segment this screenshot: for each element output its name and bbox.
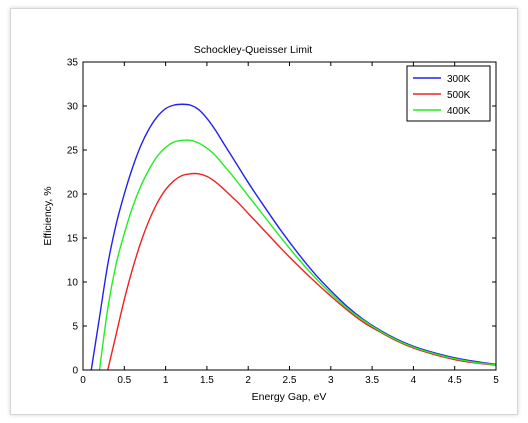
figure-window: Schockley-Queisser Limit 0 0.5 1 1.5 2 2.5 3 3.… — [10, 8, 518, 415]
y-axis-label: Efficiency, % — [42, 186, 54, 245]
x-tick-label: 5 — [493, 375, 499, 386]
y-tick-label: 5 — [72, 322, 78, 333]
y-tick-label: 35 — [67, 58, 79, 69]
legend: 300K 500K 400K — [406, 65, 491, 122]
x-tick-label: 0 — [80, 375, 86, 386]
x-tick-label: 1 — [163, 375, 169, 386]
legend-label: 300K — [447, 74, 471, 85]
chart-title: Schockley-Queisser Limit — [194, 44, 313, 56]
y-tick-label: 30 — [67, 102, 79, 113]
series-line-500K — [107, 172, 497, 371]
x-tick-label: 4.5 — [448, 375, 462, 386]
legend-label: 500K — [447, 90, 471, 101]
x-tick-label: 3.5 — [365, 375, 379, 386]
x-tick-label: 0.5 — [117, 375, 131, 386]
y-tick-label: 10 — [67, 278, 79, 289]
series-lines — [90, 103, 497, 371]
y-axis-ticks: 0 5 10 15 20 25 30 35 — [67, 58, 496, 377]
x-axis-ticks: 0 0.5 1 1.5 2 2.5 3 3.5 4 4.5 5 — [80, 62, 499, 386]
y-tick-label: 15 — [67, 234, 79, 245]
chart: Schockley-Queisser Limit 0 0.5 1 1.5 2 2.5 3 3.… — [42, 44, 499, 403]
series-line-400K — [98, 139, 497, 371]
legend-label: 400K — [447, 106, 471, 117]
y-tick-label: 20 — [67, 190, 79, 201]
y-tick-label: 0 — [72, 366, 78, 377]
x-tick-label: 2.5 — [283, 375, 297, 386]
x-tick-label: 4 — [411, 375, 417, 386]
x-tick-label: 2 — [245, 375, 251, 386]
x-tick-label: 1.5 — [200, 375, 214, 386]
x-axis-label: Energy Gap, eV — [252, 391, 327, 403]
series-line-300K — [90, 103, 497, 371]
y-tick-label: 25 — [67, 146, 79, 157]
x-tick-label: 3 — [328, 375, 334, 386]
